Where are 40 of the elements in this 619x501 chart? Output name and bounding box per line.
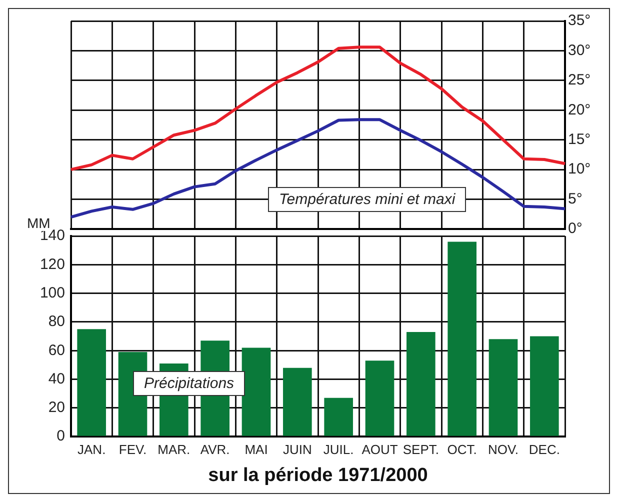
y-tick-label: 0° [568,220,582,238]
y-tick-label: 0 [56,428,65,445]
x-tick-label: JUIL. [323,442,354,457]
y-tick-label: 35° [568,12,591,30]
y-tick-label: 20 [48,399,65,416]
x-tick-label: MAR. [158,442,190,457]
y-tick-label: 30° [568,42,591,59]
x-tick-label: FEV. [118,442,147,457]
y-tick-label: 20° [568,101,591,118]
y-tick-label: 120 [40,256,65,273]
x-axis-title: sur la période 1971/2000 [208,464,428,486]
y-tick-label: 100 [40,284,65,302]
bar [365,360,394,436]
y-tick-label: 25° [568,72,591,89]
x-tick-label: JAN. [77,442,106,457]
bar [242,348,271,436]
y-tick-label: 60 [48,342,65,359]
x-tick-label: OCT. [447,442,477,457]
x-tick-label: AVR. [200,442,230,457]
bar [77,329,106,436]
y-tick-label: 10° [568,160,591,178]
x-tick-label: AOUT [362,442,398,457]
x-tick-label: SEPT. [402,442,439,457]
x-tick-label: NOV. [488,442,519,457]
bar [488,339,518,436]
x-tick-label: DEC. [528,442,560,457]
x-tick-label: JUIN [282,442,312,457]
y-tick-label: 5° [568,190,582,208]
annotation: Températures mini et maxi [268,187,466,212]
bar [530,336,559,436]
x-tick-label: MAI [244,442,268,457]
bar [324,398,353,436]
y-axis-title: MM [27,215,50,231]
y-tick-label: 40 [48,370,65,388]
y-tick-label: 80 [48,313,65,330]
bar [448,242,476,436]
y-tick-label: 15° [568,131,591,148]
bar [406,332,436,436]
bar [283,368,312,436]
annotation: Précipitations [133,371,246,396]
